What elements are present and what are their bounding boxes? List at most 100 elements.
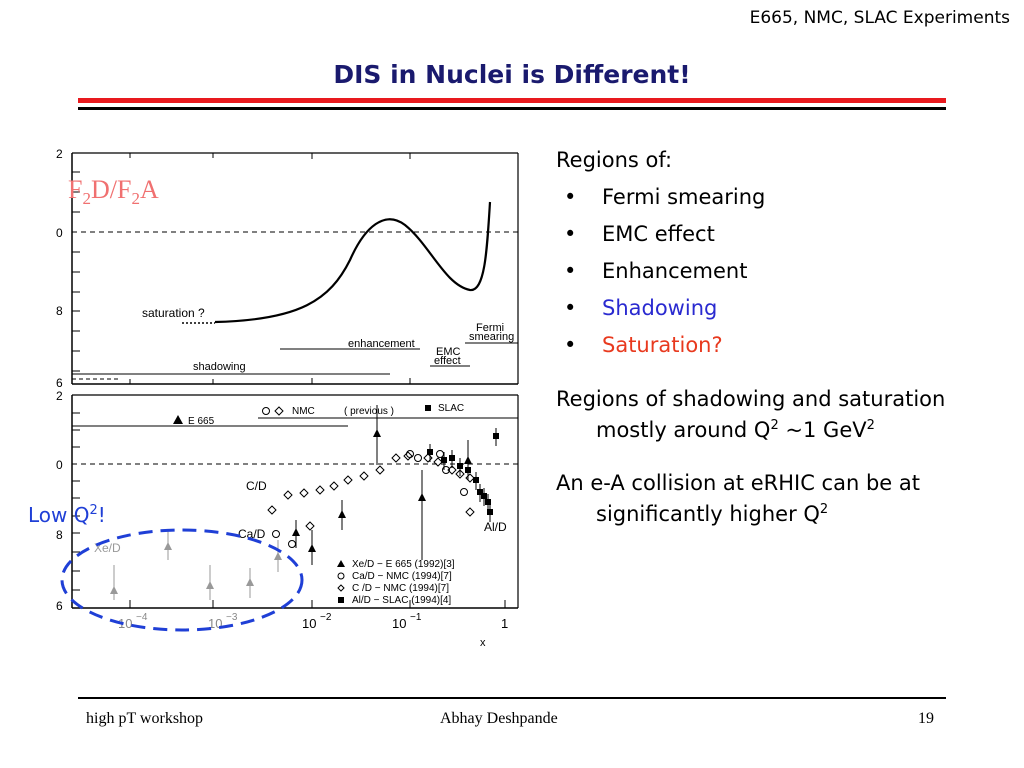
footer-middle: Abhay Deshpande xyxy=(440,710,558,727)
circle-point xyxy=(406,450,414,458)
triangle-point xyxy=(292,528,300,536)
circle-point xyxy=(442,466,450,474)
triangle-point xyxy=(418,493,426,501)
legend-e665: E 665 xyxy=(188,416,215,427)
square-point xyxy=(457,463,463,469)
footer-page-number: 19 xyxy=(918,710,934,727)
bullet-fermi: Fermi smearing xyxy=(602,185,766,209)
triangle-point xyxy=(246,578,254,586)
diamond-point xyxy=(329,481,339,491)
legend-slac-marker xyxy=(425,405,431,411)
square-point xyxy=(473,477,479,483)
circle-point xyxy=(272,530,280,538)
x-tick-label: 10 xyxy=(302,616,316,631)
bullet-glyph: • xyxy=(564,222,577,246)
label-ald: Al/D xyxy=(484,520,507,534)
list-item: • EMC effect xyxy=(556,216,986,253)
triangle-point xyxy=(110,586,118,594)
x-tick-label: 1 xyxy=(501,616,508,631)
bullet-glyph: • xyxy=(564,259,577,283)
diamond-point xyxy=(375,465,385,475)
regions-heading: Regions of: xyxy=(556,148,673,172)
label-fermi: Fermi xyxy=(476,322,504,334)
bullet-enhancement: Enhancement xyxy=(602,259,748,283)
upper-panel xyxy=(71,152,519,385)
label-shadowing: shadowing xyxy=(193,361,246,373)
lowq-label: Low Q2! xyxy=(28,503,106,527)
nucleus-labels: C/D Ca/D Xe/D Al/D xyxy=(94,479,507,555)
lower-panel-y-ticks: 2 0 8 6 xyxy=(56,389,63,613)
label-saturation: saturation ? xyxy=(142,306,205,320)
legend-xe-marker xyxy=(337,560,345,567)
upper-tick-label: 8 xyxy=(56,304,63,318)
header-experiments: E665, NMC, SLAC Experiments xyxy=(749,8,1010,28)
triangle-point xyxy=(308,544,316,552)
diamond-point xyxy=(359,471,369,481)
x-tick-exp: −1 xyxy=(410,612,422,623)
triangle-point xyxy=(206,581,214,589)
legend-nmc: NMC xyxy=(292,406,315,417)
bullet-glyph: • xyxy=(564,296,577,320)
legend-c-marker xyxy=(337,584,345,592)
title-rule-red xyxy=(78,98,946,103)
legend-nmc-circle xyxy=(262,407,270,415)
triangle-point xyxy=(464,456,472,464)
diamond-point xyxy=(433,457,443,467)
lowq-ellipse xyxy=(60,528,304,632)
x-tick-label: 10 xyxy=(208,616,222,631)
upper-tick-label: 0 xyxy=(56,226,63,240)
triangle-point xyxy=(164,542,172,550)
square-point xyxy=(465,467,471,473)
paragraph-shadowing: Regions of shadowing and saturation most… xyxy=(556,387,946,442)
diamond-point xyxy=(267,505,277,515)
upper-panel-y-ticks: 2 0 8 6 xyxy=(56,147,63,390)
legend-bottom-item: C /D − NMC (1994)[7] xyxy=(352,583,449,594)
lower-tick-label: 6 xyxy=(56,599,63,613)
diamond-point xyxy=(391,453,401,463)
x-tick-label: 10 xyxy=(392,616,406,631)
list-item: • Fermi smearing xyxy=(556,179,986,216)
regions-list: • Fermi smearing • EMC effect • Enhancement… xyxy=(556,179,986,364)
title-rule-black xyxy=(78,107,946,110)
square-point xyxy=(493,433,499,439)
diamond-point xyxy=(315,485,325,495)
label-cad: Ca/D xyxy=(238,527,266,541)
legend-bottom-item: Xe/D − E 665 (1992)[3] xyxy=(352,559,455,570)
bullet-glyph: • xyxy=(564,185,577,209)
diamond-point xyxy=(465,473,475,483)
diamond-point xyxy=(283,490,293,500)
lower-tick-label: 8 xyxy=(56,528,63,542)
diamond-point xyxy=(305,521,315,531)
lower-tick-label: 0 xyxy=(56,458,63,472)
label-smearing: smearing xyxy=(469,331,514,343)
square-point xyxy=(449,455,455,461)
list-item: • Enhancement xyxy=(556,253,986,290)
square-point xyxy=(427,449,433,455)
upper-tick-label: 6 xyxy=(56,376,63,390)
bullet-glyph: • xyxy=(564,333,577,357)
label-cd: C/D xyxy=(246,479,267,493)
square-point xyxy=(481,493,487,499)
legend-ca-marker xyxy=(337,572,345,580)
square-point xyxy=(477,489,483,495)
label-enhancement: enhancement xyxy=(348,338,415,350)
x-tick-exp: −4 xyxy=(136,612,148,623)
legend-bottom-item: Ca/D − NMC (1994)[7] xyxy=(352,571,452,582)
x-tick-label: 10 xyxy=(118,616,132,631)
circle-point xyxy=(414,454,422,462)
diamond-point xyxy=(455,469,465,479)
x-tick-exp: −2 xyxy=(320,612,332,623)
legend-al-marker xyxy=(338,597,344,603)
square-point xyxy=(487,509,493,515)
legend-top: E 665 NMC ( previous ) SLAC xyxy=(173,403,464,427)
square-point xyxy=(441,457,447,463)
triangle-point xyxy=(338,510,346,518)
circle-point xyxy=(460,488,468,496)
circle-point xyxy=(436,450,444,458)
x-tick-exp: −3 xyxy=(226,612,238,623)
legend-bottom: Xe/D − E 665 (1992)[3] Ca/D − NMC (1994)… xyxy=(337,559,455,606)
ratio-label: F2D/F2A xyxy=(68,175,159,208)
diamond-point xyxy=(299,488,309,498)
triangle-point xyxy=(373,429,381,437)
bullet-saturation: Saturation? xyxy=(602,333,723,357)
